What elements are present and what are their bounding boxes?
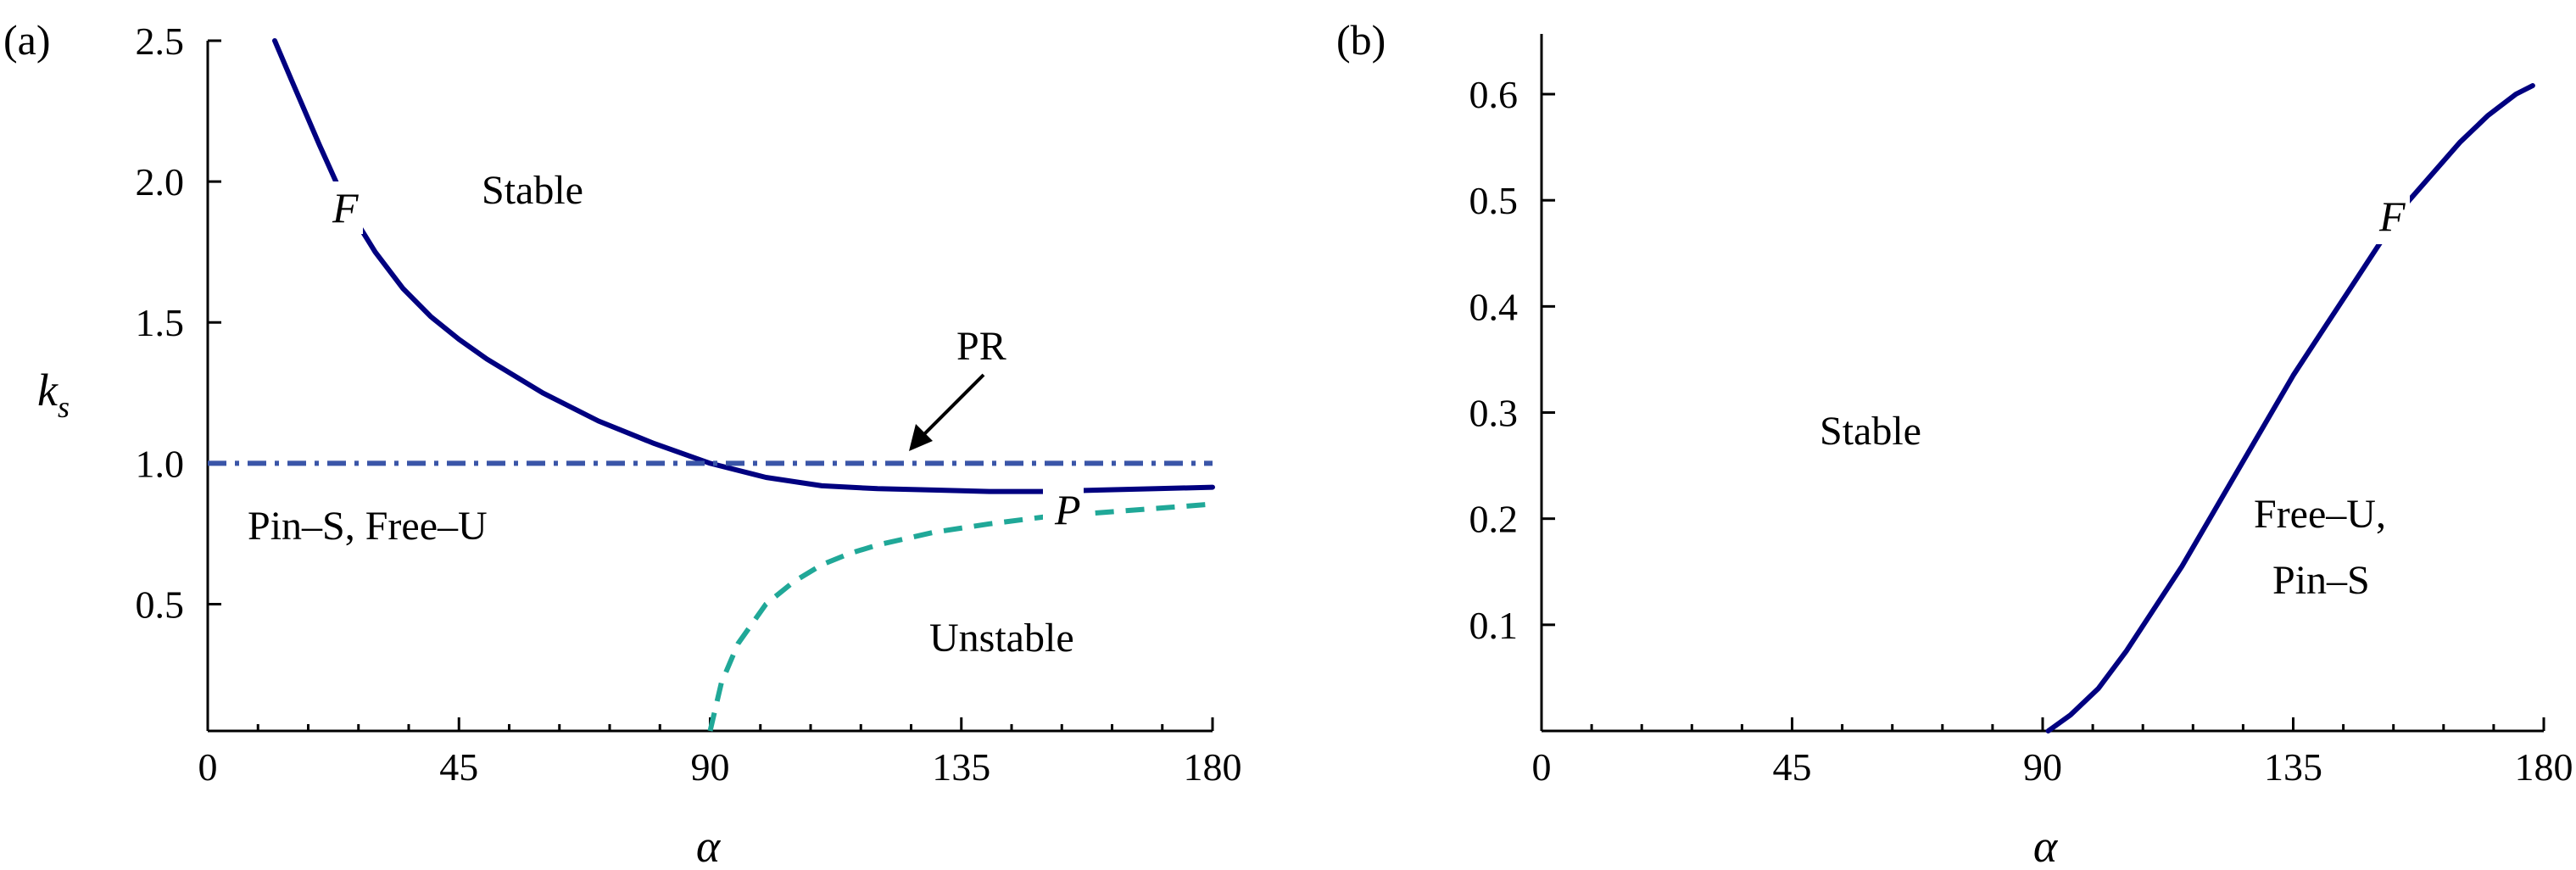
panel-a-series-f-line <box>272 38 1215 494</box>
panel-a-p-label-bg <box>1043 483 1084 536</box>
panel-a-y-axis-title: ks <box>37 365 70 424</box>
panel-a-y-tick-label: 0.5 <box>136 583 185 626</box>
panel-b-series <box>2045 83 2535 733</box>
panel-a-f-label-bg <box>321 181 363 234</box>
panel-b-x-tick-label: 0 <box>1532 745 1552 789</box>
panel-a-y-tick-label: 1.0 <box>136 442 185 485</box>
panel-a-region-unstable: Unstable <box>929 616 1074 661</box>
panel-b-y-tick-label: 0.3 <box>1469 392 1519 435</box>
panel-a-y-tick-label: 1.5 <box>136 301 185 344</box>
panel-a-minor-ticks <box>256 724 1164 731</box>
panel-a-y-ticks: 0.5 1.0 1.5 2.0 2.5 <box>136 20 221 626</box>
panel-b-y-ticks: 0.1 0.2 0.3 0.4 0.5 0.6 <box>1469 73 1555 647</box>
panel-b-y-tick-label: 0.2 <box>1469 498 1519 541</box>
panel-a-curve-label-p: P <box>1054 486 1081 533</box>
panel-a-x-tick-label: 135 <box>932 745 990 789</box>
panel-a-label: (a) <box>3 16 51 64</box>
panel-a-region-pin-free: Pin–S, Free–U <box>248 504 488 549</box>
panel-b-y-tick-label: 0.5 <box>1469 179 1519 222</box>
panel-b-y-tick-label: 0.4 <box>1469 285 1519 328</box>
panel-a-x-axis-title: α <box>696 821 722 870</box>
panel-a-curve-label-f: F <box>332 184 359 231</box>
panel-b-x-tick-label: 90 <box>2023 745 2062 789</box>
panel-a-x-tick-label: 180 <box>1184 745 1242 789</box>
panel-b-x-ticks: 0 45 90 135 180 <box>1532 717 2573 789</box>
panel-a-y-axis-title-main: k <box>37 365 59 415</box>
panel-a-x-tick-label: 45 <box>439 745 478 789</box>
panel-b-region-stable: Stable <box>1820 409 1921 454</box>
panel-b-chart: (b) 0.1 0.2 0.3 0.4 0.5 0.6 0 45 90 135 180 α F S… <box>1336 16 2573 870</box>
panel-a-series-p-line <box>707 501 1213 732</box>
panel-b-y-tick-label: 0.1 <box>1469 604 1519 647</box>
panel-a-x-ticks: 0 45 90 135 180 <box>198 717 1242 789</box>
panel-b-region-free-u: Free–U, <box>2254 492 2386 537</box>
panel-a-y-tick-label: 2.0 <box>136 160 185 204</box>
panel-a-pr-label: PR <box>956 324 1006 369</box>
panel-b-x-tick-label: 135 <box>2264 745 2322 789</box>
panel-b-x-tick-label: 180 <box>2515 745 2573 789</box>
panel-b-series-f-line <box>2045 83 2535 733</box>
panel-a-pr-arrow-shaft <box>916 373 985 443</box>
panel-a-y-axis-title-sub: s <box>58 390 70 424</box>
panel-b-f-label-bg <box>2367 188 2410 244</box>
panel-a-x-tick-label: 0 <box>198 745 218 789</box>
panel-b-minor-ticks <box>1590 724 2495 731</box>
panel-a-pr-arrow-head <box>909 424 933 451</box>
panel-b-label: (b) <box>1336 16 1386 64</box>
panel-b-region-pin-s: Pin–S <box>2272 558 2370 603</box>
panel-a-region-stable: Stable <box>482 168 583 213</box>
panel-a-chart: (a) 0.5 1.0 1.5 2.0 2.5 0 45 90 135 180 ks α F P… <box>3 16 1242 870</box>
panel-b-x-axis-title: α <box>2033 821 2059 870</box>
panel-a-y-tick-label: 2.5 <box>136 20 185 63</box>
panel-a-x-tick-label: 90 <box>691 745 730 789</box>
panel-b-x-tick-label: 45 <box>1773 745 1812 789</box>
panel-b-y-tick-label: 0.6 <box>1469 73 1519 116</box>
panel-b-curve-label-f: F <box>2378 192 2406 240</box>
